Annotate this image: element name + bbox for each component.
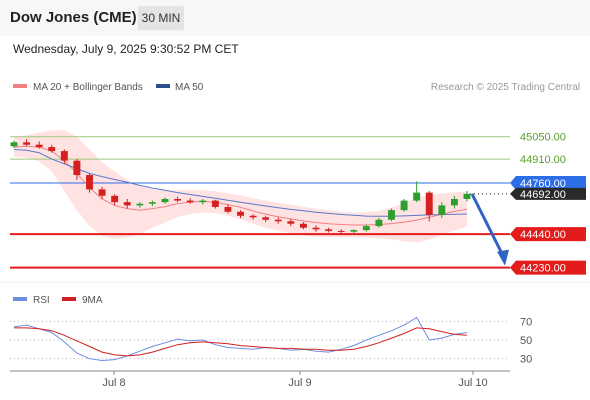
price-levels <box>10 136 510 269</box>
candle-body <box>211 200 219 207</box>
candle-body <box>463 193 471 199</box>
rsi-ma-line <box>14 327 468 357</box>
candle-body <box>123 202 131 206</box>
time-axis: Jul 8 Jul 9 Jul 10 <box>10 370 510 389</box>
candle-body <box>48 147 56 152</box>
candle-body <box>425 192 433 215</box>
ma50-legend-label: MA 50 <box>175 82 204 93</box>
candle-body <box>274 219 282 222</box>
bollinger-band-area <box>14 130 467 243</box>
candle-body <box>350 230 358 232</box>
candle-body <box>174 198 182 201</box>
ma9-legend-label: 9MA <box>82 295 103 306</box>
candle-body <box>148 202 156 204</box>
level-label-44910.00: 44910.00 <box>520 154 566 166</box>
rsi-legend-swatch <box>13 297 27 301</box>
candle-body <box>413 192 421 201</box>
rsi-tick-30: 30 <box>520 354 532 366</box>
candle-body <box>262 217 270 220</box>
last-price-label: 44692.00 <box>520 189 566 201</box>
candle-body <box>136 203 144 206</box>
ma50-legend-swatch <box>156 84 170 88</box>
instrument-title: Dow Jones (CME) <box>10 9 137 26</box>
level-label-45050.00: 45050.00 <box>520 132 566 144</box>
bollinger-band <box>14 130 467 243</box>
candle-body <box>249 215 257 218</box>
candle-body <box>450 198 458 206</box>
time-tick-label: Jul 10 <box>458 377 487 389</box>
candle-body <box>287 221 295 224</box>
candle-body <box>35 144 43 148</box>
candle-body <box>224 206 232 212</box>
candle-body <box>337 230 345 232</box>
candle-body <box>299 223 307 228</box>
level-label-44440.00: 44440.00 <box>520 229 566 241</box>
rsi-tick-70: 70 <box>520 316 532 328</box>
time-tick-label: Jul 9 <box>288 377 311 389</box>
candle-body <box>400 200 408 211</box>
credit-text: Research © 2025 Trading Central <box>431 82 580 93</box>
candle-body <box>362 226 370 231</box>
candle-body <box>388 210 395 220</box>
ma9-legend-swatch <box>62 297 76 301</box>
candle-body <box>375 219 383 227</box>
rsi-line <box>13 316 468 362</box>
rsi-panel: 70 50 30 <box>10 316 532 366</box>
candle-body <box>325 229 333 231</box>
candle-body <box>186 200 194 203</box>
time-tick-label: Jul 8 <box>102 377 125 389</box>
level-label-44760.00: 44760.00 <box>520 178 566 190</box>
candle-body <box>73 160 81 176</box>
last-price-tag <box>510 187 586 200</box>
forecast-arrow-head <box>497 249 509 266</box>
candle-body <box>237 211 244 216</box>
candle-body <box>161 198 169 203</box>
candle-body <box>60 151 68 161</box>
candle-body <box>10 142 18 147</box>
forecast-arrow <box>470 193 509 266</box>
candle-body <box>23 142 31 145</box>
ma20-legend-swatch <box>13 84 27 88</box>
chart-header: Dow Jones (CME) 30 MIN <box>0 0 590 36</box>
candlesticks <box>10 139 471 235</box>
candle-body <box>199 200 207 203</box>
candle-body <box>98 189 106 196</box>
rsi-legend-label: RSI <box>33 295 50 306</box>
level-tag-44230.00 <box>510 260 586 275</box>
level-tag-44440.00 <box>510 227 586 242</box>
ma20-legend-label: MA 20 + Bollinger Bands <box>33 82 143 93</box>
level-label-44230.00: 44230.00 <box>520 263 566 275</box>
candle-body <box>438 205 446 215</box>
chart-datetime: Wednesday, July 9, 2025 9:30:52 PM CET <box>13 42 239 56</box>
level-tag-44760.00 <box>510 176 586 191</box>
candle-body <box>312 227 320 230</box>
rsi-tick-50: 50 <box>520 335 532 347</box>
timeframe-button[interactable]: 30 MIN <box>138 6 184 30</box>
price-axis-labels: 45050.00 44910.00 44760.00 44440.00 44230.00… <box>510 132 586 275</box>
candle-body <box>111 195 119 203</box>
forecast-arrow-shaft <box>470 193 505 257</box>
candle-body <box>86 175 93 190</box>
